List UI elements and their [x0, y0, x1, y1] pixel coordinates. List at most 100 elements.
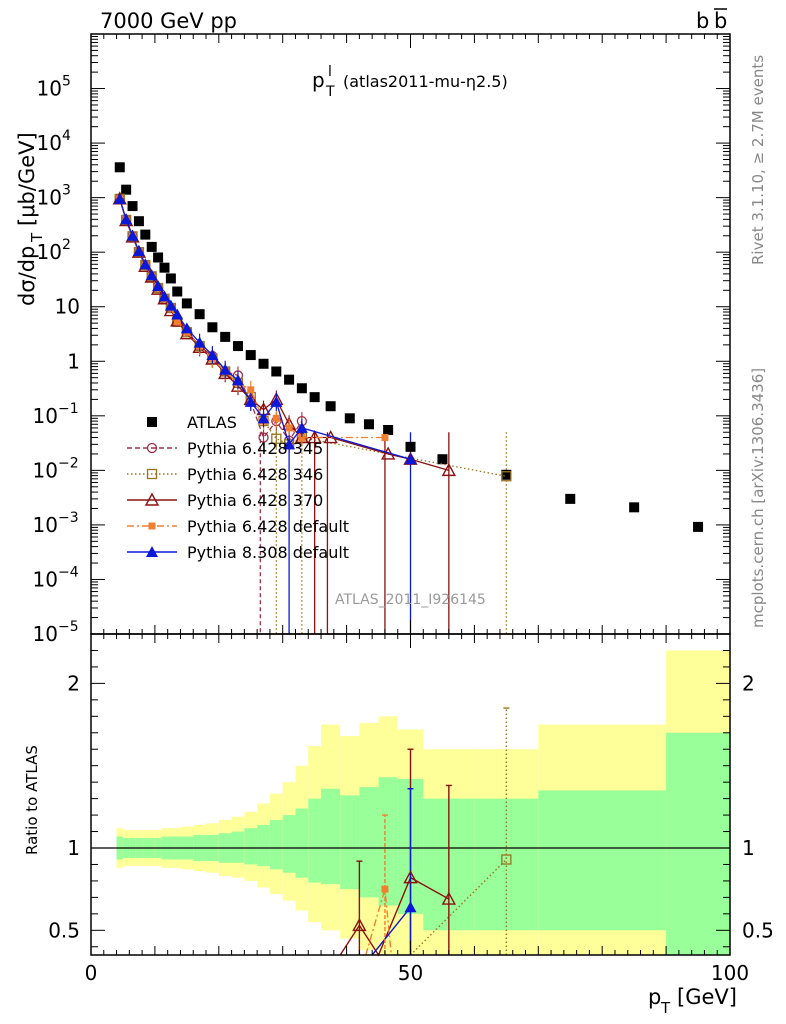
marker-square	[501, 469, 512, 480]
y-tick-exp: 5	[62, 74, 71, 90]
ratio-y-tick-label-left: 2	[67, 671, 80, 695]
y-tick-label: 10	[55, 295, 80, 319]
plot-title-sub: T	[325, 84, 335, 100]
marker-filled-triangle	[219, 363, 232, 375]
legend-label: Pythia 6.428 default	[187, 517, 349, 536]
marker-square	[344, 413, 355, 424]
header-left: 7000 GeV pp	[100, 9, 237, 33]
legend: ATLAS Pythia 6.428 345 Pythia 6.428 346 Pyt…	[127, 413, 349, 562]
main-series	[112, 162, 704, 634]
band-inner-bin	[282, 815, 296, 873]
marker-square	[114, 162, 125, 173]
svg-text:[μb/GeV]: [μb/GeV]	[15, 132, 39, 226]
y-tick-label: 10 −5	[33, 619, 79, 646]
side-label-rivet: Rivet 3.1.10, ≥ 2.7M events	[749, 55, 767, 265]
marker-open-square	[501, 854, 512, 865]
svg-text:p: p	[648, 985, 661, 1009]
plot-title-rest: (atlas2011-mu-η2.5)	[343, 72, 508, 91]
band-inner-bin	[257, 824, 270, 867]
y-tick-label: 10 −1	[33, 401, 79, 428]
marker-filled-triangle	[231, 374, 244, 386]
marker-open-triangle	[352, 917, 367, 932]
marker-square	[245, 350, 256, 361]
legend-entry: Pythia 6.428 default	[127, 517, 349, 536]
marker-square	[296, 383, 307, 394]
y-tick-label: 1	[67, 349, 80, 373]
marker-square	[148, 522, 156, 530]
marker-filled-triangle	[180, 322, 193, 334]
marker-open-square	[501, 471, 512, 482]
y-tick-exp: 3	[62, 183, 71, 199]
plot-title: p l T (atlas2011-mu-η2.5)	[312, 64, 508, 100]
marker-open-square	[146, 468, 158, 480]
svg-text:[GeV]: [GeV]	[677, 985, 737, 1009]
y-tick-base: 10	[37, 77, 62, 101]
series-pythia-8-308-default	[113, 192, 417, 465]
ratio-bands	[91, 650, 730, 955]
y-tick-label: 10 −4	[33, 564, 79, 591]
marker-square	[121, 184, 132, 195]
marker-square	[381, 434, 389, 442]
marker-square	[258, 358, 269, 369]
marker-open-triangle	[403, 870, 418, 884]
marker-square	[363, 419, 374, 430]
y-tick-label: 10 −3	[33, 510, 79, 537]
marker-square	[298, 434, 306, 442]
marker-square	[629, 502, 640, 513]
marker-square	[181, 298, 192, 309]
y-tick-exp: −2	[58, 455, 79, 471]
marker-square	[284, 374, 295, 385]
svg-text:dσ/dp: dσ/dp	[15, 246, 39, 306]
series-atlas	[114, 162, 704, 532]
y-tick-label: 10 3	[37, 183, 71, 210]
marker-filled-triangle	[171, 308, 184, 320]
legend-entry: Pythia 6.428 370	[127, 491, 323, 510]
ratio-line	[371, 906, 412, 956]
marker-square	[173, 318, 181, 326]
series-pythia-6-428-default	[116, 195, 389, 447]
marker-square	[693, 521, 704, 532]
legend-label: Pythia 8.308 default	[187, 543, 349, 562]
legend-label: Pythia 6.428 370	[187, 491, 323, 510]
band-inner-bin	[538, 790, 667, 931]
y-tick-exp: −4	[58, 564, 79, 580]
y-tick-exp: −5	[58, 619, 79, 635]
marker-square	[383, 424, 394, 435]
marker-square	[147, 417, 157, 427]
y-tick-base: 10	[37, 131, 62, 155]
y-tick-base: 10	[33, 567, 58, 591]
y-tick-base: 10	[37, 240, 62, 264]
marker-open-triangle	[144, 492, 160, 506]
svg-text:T: T	[28, 232, 46, 243]
marker-filled-triangle	[113, 192, 126, 204]
marker-square	[127, 201, 138, 212]
ratio-y-tick-label-left: 1	[67, 836, 80, 860]
legend-entry: Pythia 8.308 default	[127, 543, 349, 562]
marker-square	[309, 392, 320, 403]
band-inner-bin	[295, 808, 309, 878]
side-label-mcplots: mcplots.cern.ch [arXiv:1306.3436]	[749, 368, 767, 628]
marker-square	[207, 322, 218, 333]
marker-filled-triangle	[244, 395, 257, 407]
marker-filled-triangle	[164, 299, 177, 311]
ratio-y-tick-label-left: 0.5	[48, 918, 80, 942]
marker-square	[437, 454, 448, 465]
marker-filled-triangle	[158, 290, 171, 302]
y-tick-exp: −1	[58, 401, 79, 417]
marker-filled-triangle	[152, 279, 165, 291]
marker-square	[405, 441, 416, 452]
band-inner-bin	[244, 828, 258, 865]
y-tick-base: 10	[37, 186, 62, 210]
marker-square	[285, 424, 293, 432]
marker-filled-triangle	[404, 453, 417, 465]
y-tick-exp: 2	[62, 237, 71, 253]
x-axis-label: p T [GeV]	[648, 985, 737, 1017]
marker-square	[133, 216, 144, 227]
marker-filled-triangle	[193, 336, 206, 348]
y-tick-exp: 4	[62, 128, 71, 144]
legend-label: Pythia 6.428 346	[187, 465, 323, 484]
marker-square	[165, 273, 176, 284]
marker-square	[272, 414, 280, 422]
marker-filled-triangle	[132, 245, 145, 257]
